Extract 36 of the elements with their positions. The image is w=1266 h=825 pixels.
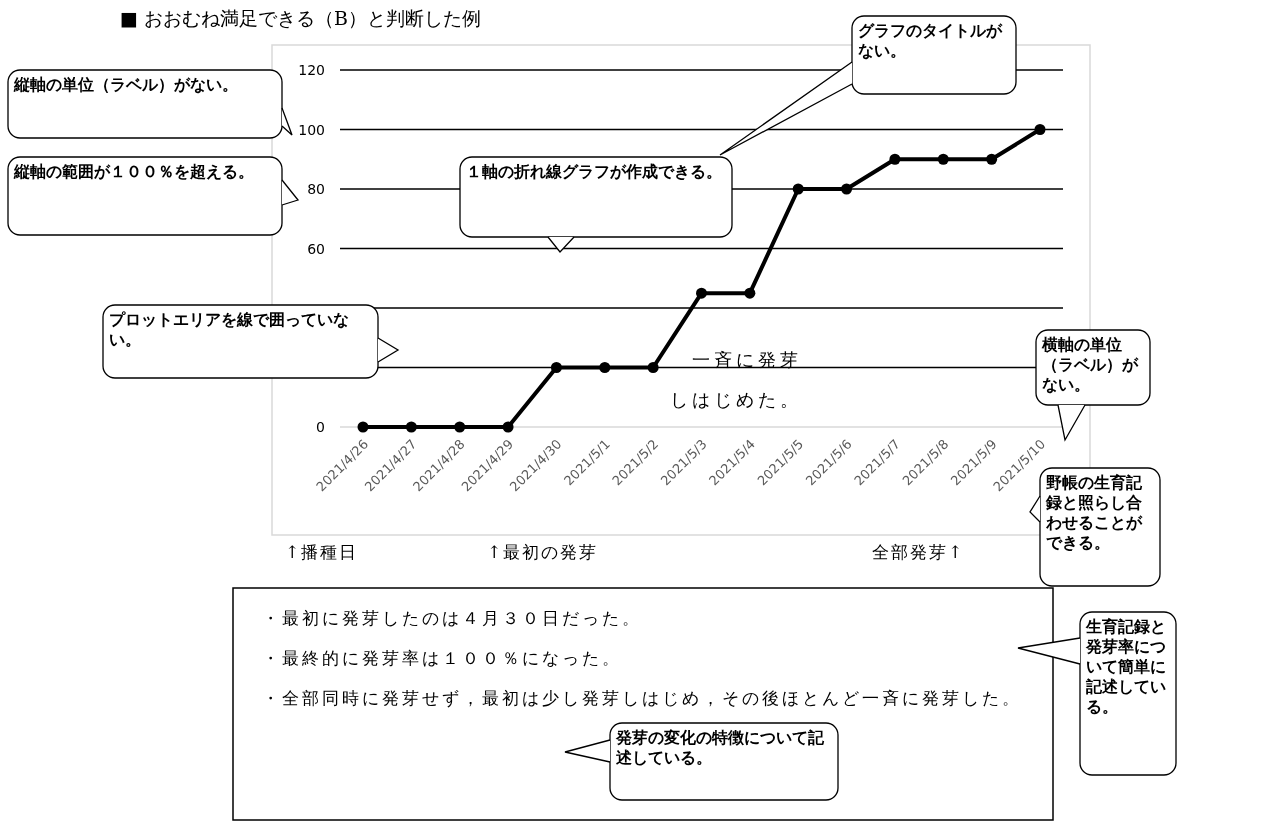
- text: 野帳の生育記録と照らし合わせることができる。: [1045, 472, 1144, 554]
- y-tick-label: 60: [307, 240, 325, 257]
- point: [357, 421, 369, 433]
- annotation: プロットエリアを線で囲っていない。: [108, 309, 350, 351]
- y-tick-label: 0: [316, 419, 325, 435]
- text: 縦軸の範囲が１００％を超える。: [12, 161, 255, 183]
- point: [1034, 124, 1046, 135]
- point: [454, 421, 466, 433]
- text: 全部発芽↑: [872, 542, 965, 562]
- point: [502, 421, 514, 433]
- point: [986, 153, 998, 165]
- text: 縦軸の単位（ラベル）がない。: [12, 74, 239, 96]
- text: グラフのタイトルがない。: [857, 20, 1004, 62]
- chart-title: ■ おおむね満足できる（B）と判断した例: [120, 6, 481, 31]
- text: ・最終的に発芽率は１００％になった。: [262, 647, 623, 670]
- point: [647, 362, 659, 373]
- point: [696, 287, 707, 299]
- point: [405, 421, 417, 433]
- point: [744, 287, 756, 299]
- y-tick-label: 80: [307, 181, 325, 197]
- text: 生育記録と発芽率について簡単に記述している。: [1084, 616, 1167, 718]
- text: ↑播種日: [285, 541, 360, 564]
- point: [841, 183, 853, 195]
- point: [599, 362, 611, 373]
- y-tick-label: 120: [298, 62, 325, 78]
- point: [792, 183, 804, 195]
- point: [937, 153, 949, 165]
- annotation: 横軸の単位（ラベル）がない。: [1041, 334, 1140, 396]
- text: ↑最初の発芽: [487, 541, 600, 564]
- text: 発芽の変化の特徴について記述している。: [615, 727, 825, 769]
- text: ・全部同時に発芽せず，最初は少し発芽しはじめ，その後ほとんど一斉に発芽した。: [262, 687, 1023, 710]
- point: [889, 153, 901, 165]
- point: [550, 362, 562, 373]
- text: ・最初に発芽したのは４月３０日だった。: [262, 607, 643, 630]
- annotation: １軸の折れ線グラフが作成できる。: [465, 161, 723, 183]
- y-tick-label: 100: [298, 121, 325, 138]
